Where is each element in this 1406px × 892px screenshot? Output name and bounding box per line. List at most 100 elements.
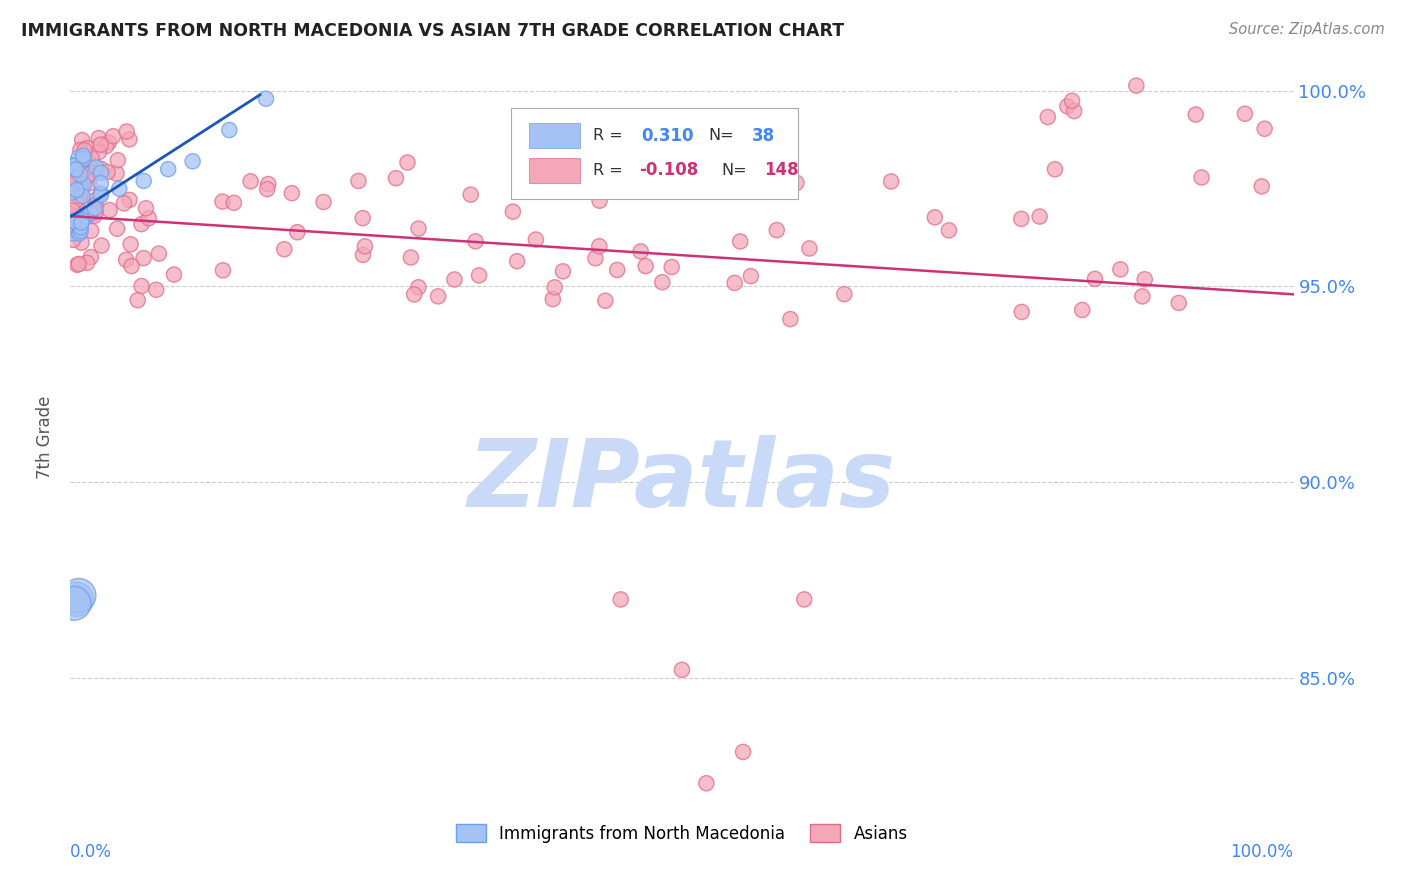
Point bbox=[121, 259, 143, 273]
Point bbox=[132, 251, 155, 265]
Point bbox=[273, 242, 295, 256]
Point bbox=[1233, 106, 1256, 120]
Y-axis label: 7th Grade: 7th Grade bbox=[37, 395, 55, 479]
Point bbox=[60, 186, 83, 200]
Point bbox=[73, 152, 96, 166]
Legend: Immigrants from North Macedonia, Asians: Immigrants from North Macedonia, Asians bbox=[450, 818, 914, 849]
Point bbox=[281, 186, 304, 201]
Point bbox=[66, 258, 89, 272]
Text: N=: N= bbox=[709, 128, 734, 144]
Point bbox=[66, 224, 89, 238]
FancyBboxPatch shape bbox=[529, 123, 581, 148]
Point bbox=[62, 159, 84, 173]
Point bbox=[793, 592, 815, 607]
Point bbox=[66, 210, 89, 224]
Point bbox=[76, 170, 98, 185]
Point bbox=[69, 168, 91, 182]
Point bbox=[108, 182, 131, 196]
Point bbox=[704, 178, 727, 193]
Point bbox=[544, 280, 567, 294]
Point bbox=[90, 137, 112, 152]
Point bbox=[132, 174, 155, 188]
Point bbox=[468, 268, 491, 283]
Point bbox=[408, 221, 430, 235]
Point bbox=[80, 151, 103, 165]
Point bbox=[256, 182, 278, 196]
Point bbox=[671, 663, 693, 677]
Point bbox=[70, 133, 93, 147]
Point bbox=[1056, 99, 1078, 113]
Point bbox=[70, 235, 93, 250]
Point bbox=[105, 167, 128, 181]
Point bbox=[564, 173, 586, 187]
Point bbox=[76, 152, 98, 166]
Point bbox=[163, 268, 186, 282]
Point bbox=[443, 272, 465, 286]
Point bbox=[107, 153, 129, 168]
Point bbox=[80, 250, 103, 264]
Point bbox=[638, 153, 661, 167]
Point bbox=[69, 189, 91, 203]
Point bbox=[385, 171, 408, 186]
Point bbox=[90, 238, 112, 252]
Point bbox=[63, 214, 86, 228]
Point bbox=[69, 143, 91, 157]
FancyBboxPatch shape bbox=[510, 108, 799, 200]
Point bbox=[502, 204, 524, 219]
Point bbox=[1010, 211, 1032, 226]
Point bbox=[588, 239, 610, 253]
Point bbox=[62, 176, 84, 190]
Point bbox=[115, 124, 138, 138]
Point bbox=[938, 223, 960, 237]
Point bbox=[181, 154, 204, 169]
Point bbox=[765, 223, 787, 237]
Point bbox=[69, 224, 91, 238]
Point bbox=[70, 179, 93, 194]
Point bbox=[70, 189, 93, 203]
Point bbox=[610, 592, 633, 607]
Point bbox=[1071, 303, 1094, 318]
Point bbox=[72, 189, 94, 203]
Point bbox=[84, 205, 107, 219]
Point bbox=[1133, 272, 1156, 286]
Point bbox=[354, 239, 377, 253]
Text: IMMIGRANTS FROM NORTH MACEDONIA VS ASIAN 7TH GRADE CORRELATION CHART: IMMIGRANTS FROM NORTH MACEDONIA VS ASIAN… bbox=[21, 22, 844, 40]
Point bbox=[70, 216, 93, 230]
Point bbox=[76, 160, 98, 174]
Point bbox=[94, 139, 117, 153]
Point bbox=[79, 206, 101, 220]
Point bbox=[65, 194, 87, 209]
Point bbox=[1043, 162, 1066, 177]
Point bbox=[352, 211, 374, 226]
FancyBboxPatch shape bbox=[529, 158, 581, 183]
Point bbox=[67, 227, 90, 241]
Point bbox=[76, 210, 98, 224]
Point bbox=[285, 225, 308, 239]
Point bbox=[87, 145, 110, 160]
Point bbox=[80, 224, 103, 238]
Point bbox=[76, 256, 98, 270]
Text: Source: ZipAtlas.com: Source: ZipAtlas.com bbox=[1229, 22, 1385, 37]
Point bbox=[630, 244, 652, 259]
Point bbox=[1036, 110, 1059, 124]
Point bbox=[83, 209, 105, 223]
Point bbox=[115, 252, 138, 267]
Point bbox=[135, 201, 157, 215]
Point bbox=[87, 131, 110, 145]
Point bbox=[73, 178, 96, 192]
Point bbox=[65, 182, 87, 196]
Point bbox=[464, 235, 486, 249]
Point bbox=[60, 180, 83, 194]
Point bbox=[212, 263, 235, 277]
Point bbox=[709, 166, 731, 180]
Text: 0.310: 0.310 bbox=[641, 127, 695, 145]
Point bbox=[396, 155, 419, 169]
Point bbox=[211, 194, 233, 209]
Text: R =: R = bbox=[592, 128, 623, 144]
Point bbox=[634, 259, 657, 273]
Point bbox=[131, 217, 153, 231]
Point bbox=[506, 254, 529, 268]
Point bbox=[62, 233, 84, 247]
Point bbox=[1167, 296, 1189, 310]
Text: 38: 38 bbox=[752, 127, 775, 145]
